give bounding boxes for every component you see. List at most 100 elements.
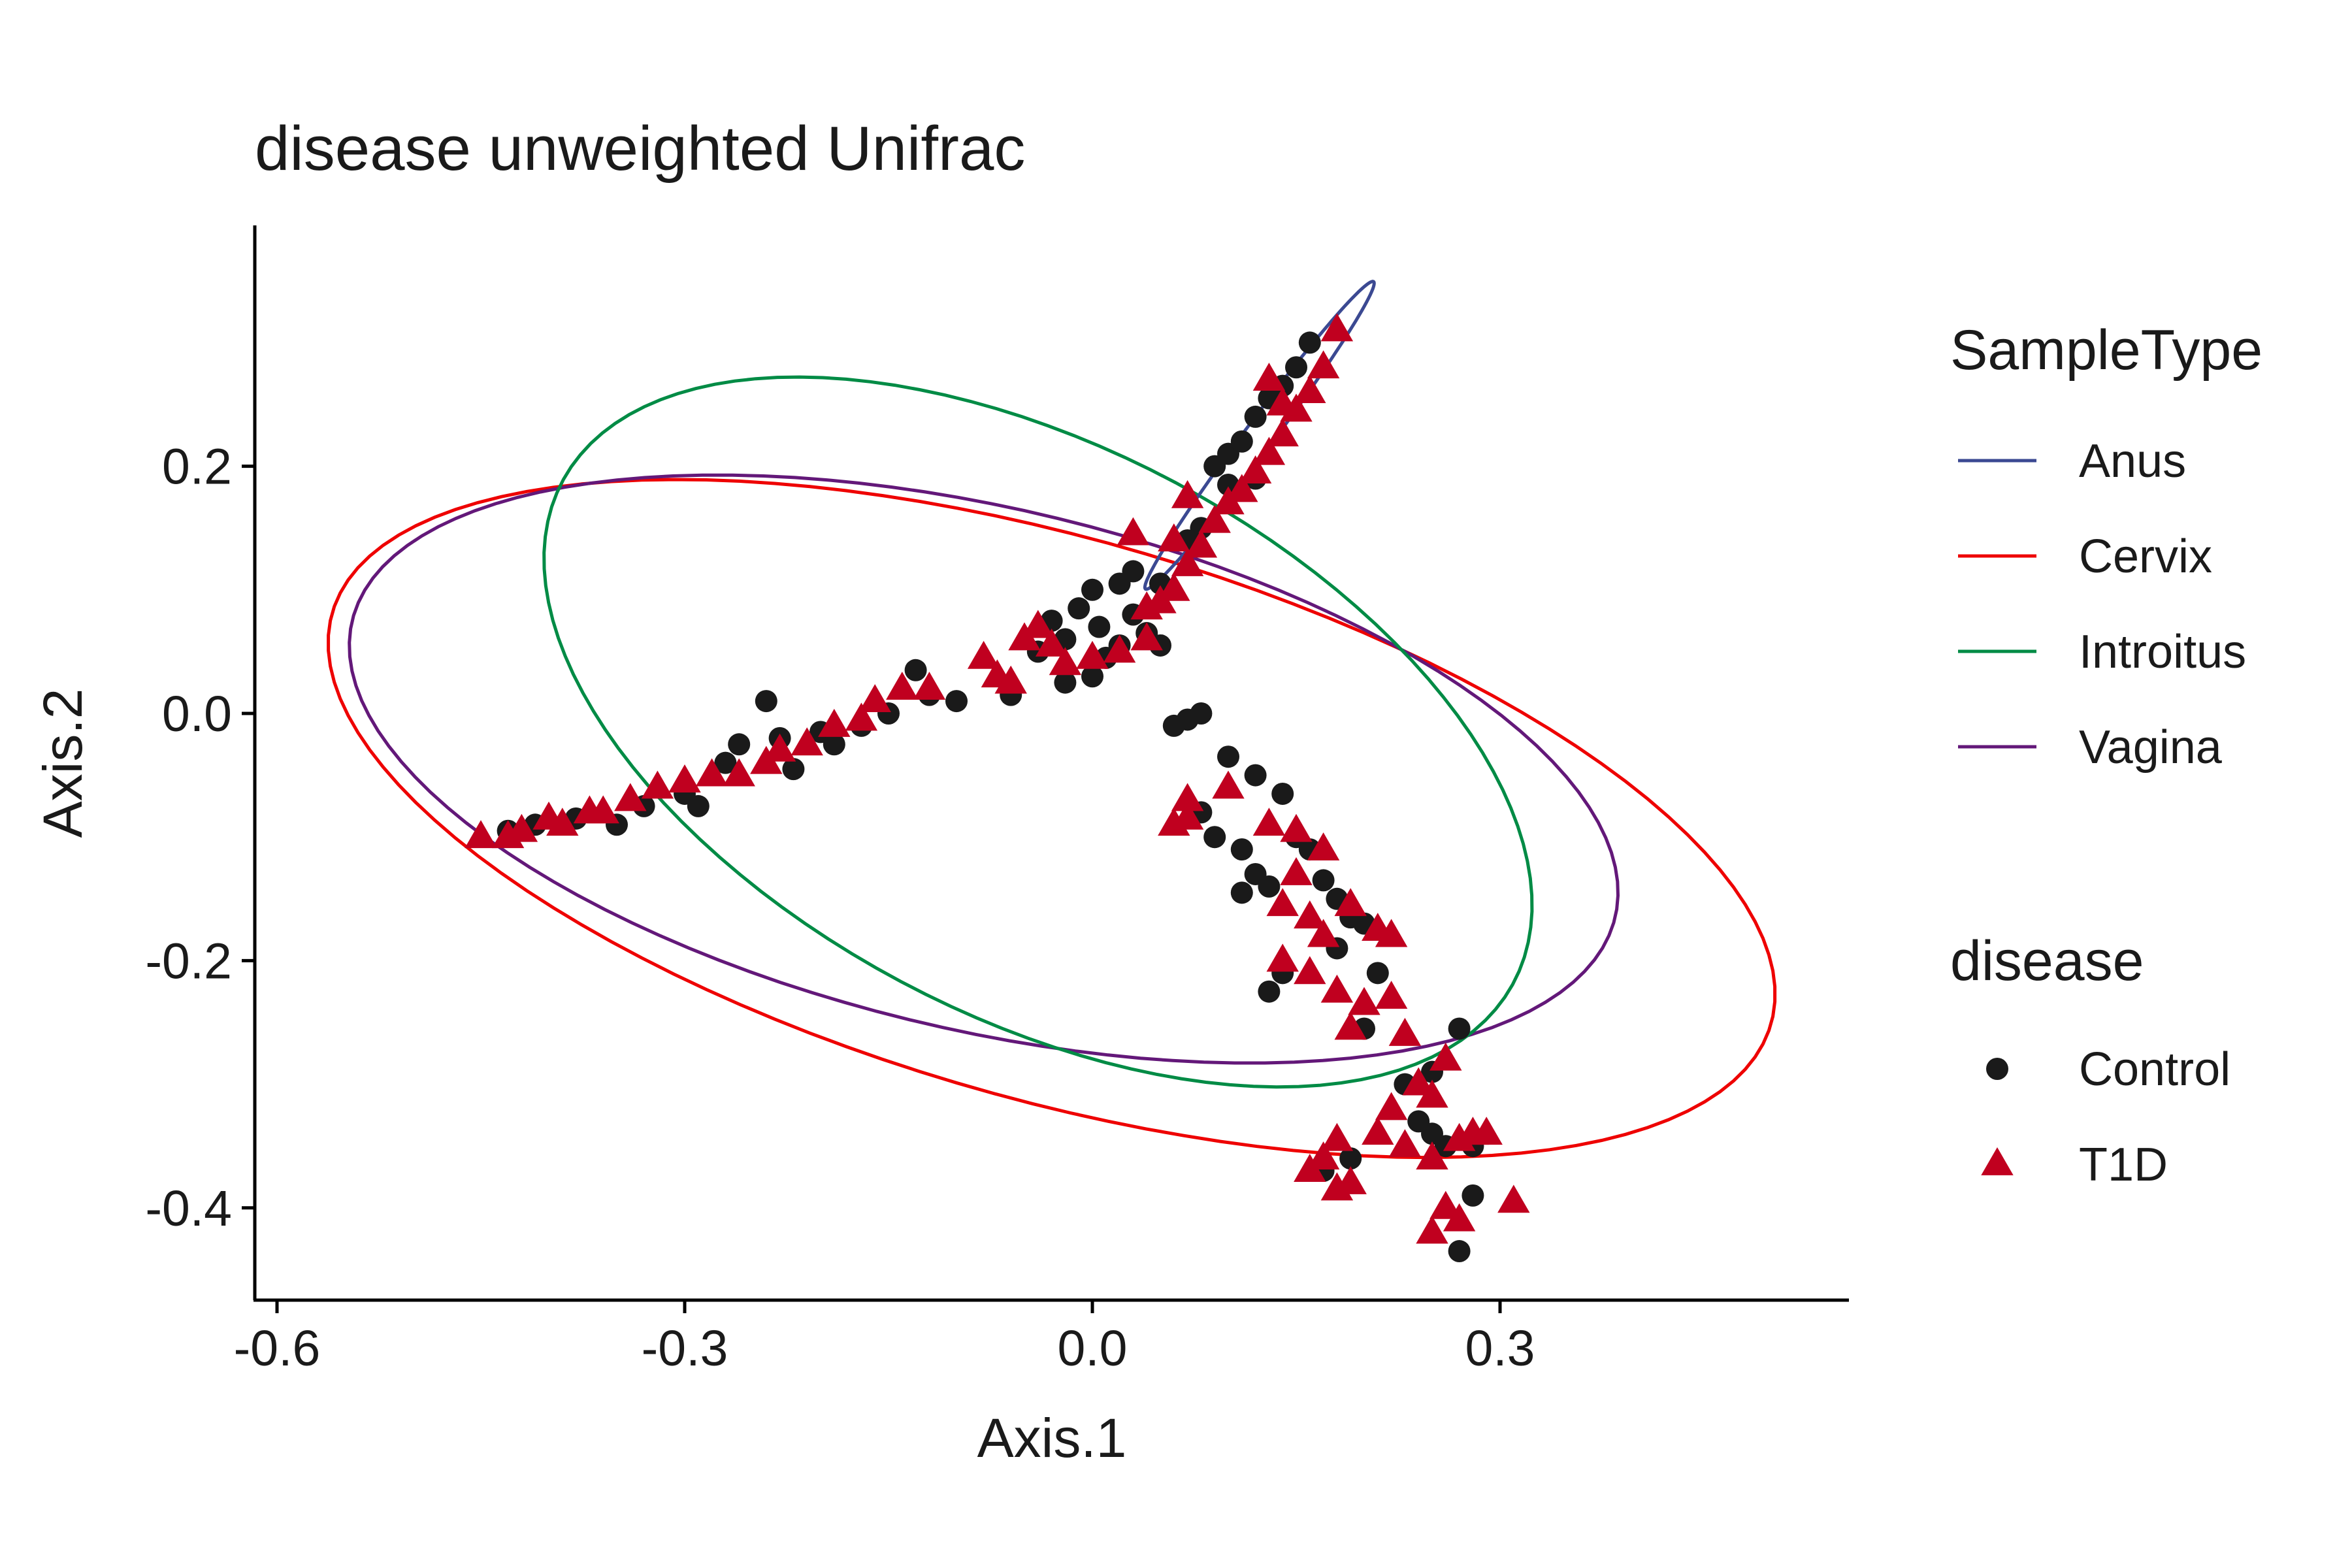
point-control (1312, 869, 1335, 892)
legend-sampletype: SampleType Anus Cervix Introitus Vagina (1950, 319, 2262, 774)
x-tick-label: -0.6 (234, 1320, 321, 1377)
point-t1d (1117, 517, 1150, 546)
x-axis-label: Axis.1 (977, 1407, 1127, 1469)
point-t1d (1266, 943, 1299, 972)
point-control (1068, 597, 1090, 620)
point-t1d (1307, 1141, 1340, 1170)
point-control (1448, 1017, 1471, 1040)
point-t1d (1239, 455, 1272, 483)
point-t1d (1334, 1166, 1367, 1194)
point-t1d (1362, 1117, 1394, 1145)
point-control (823, 733, 845, 756)
point-t1d (1443, 1203, 1476, 1232)
point-t1d (1171, 547, 1204, 576)
point-control (1285, 356, 1307, 379)
point-t1d (1158, 523, 1190, 552)
point-t1d (465, 820, 497, 849)
point-control (1217, 745, 1239, 768)
point-control (1230, 838, 1253, 861)
point-control (1244, 764, 1267, 787)
legend-label: Control (2079, 1043, 2230, 1096)
point-t1d (1184, 529, 1218, 558)
legend-key-t1d (1981, 1147, 2014, 1175)
point-t1d (1266, 888, 1299, 917)
point-layer (465, 313, 1530, 1263)
point-t1d (967, 640, 1000, 669)
point-t1d (1280, 813, 1313, 842)
point-t1d (1416, 1141, 1448, 1170)
x-tick-label: -0.3 (642, 1320, 728, 1377)
point-t1d (1171, 783, 1204, 811)
point-t1d (641, 770, 674, 799)
point-t1d (1470, 1117, 1503, 1145)
point-control (1203, 826, 1226, 849)
point-control (1230, 881, 1253, 904)
point-t1d (994, 665, 1027, 694)
x-axis-ticks: -0.6 -0.3 0.0 0.3 (234, 1300, 1535, 1377)
point-control (755, 690, 777, 713)
point-control (1448, 1240, 1471, 1263)
point-t1d (1375, 919, 1408, 947)
point-t1d (695, 758, 728, 787)
point-t1d (1375, 981, 1408, 1009)
point-t1d (1497, 1184, 1530, 1213)
x-tick-label: 0.0 (1057, 1320, 1127, 1377)
point-t1d (668, 764, 701, 792)
chart-title: disease unweighted Unifrac (255, 114, 1025, 184)
point-t1d (1171, 480, 1204, 508)
y-axis-label: Axis.2 (32, 689, 93, 838)
point-t1d (546, 808, 579, 836)
legend-key-control (1986, 1058, 2008, 1080)
point-t1d (1226, 474, 1258, 502)
point-t1d (1130, 622, 1163, 651)
point-t1d (1334, 1011, 1367, 1040)
legend-disease: disease Control T1D (1950, 930, 2230, 1191)
point-control (1088, 615, 1111, 638)
point-control (782, 758, 805, 781)
point-t1d (1402, 1067, 1435, 1096)
point-control (1054, 671, 1077, 694)
legend-label: Vagina (2079, 721, 2223, 774)
point-t1d (1307, 919, 1340, 947)
point-control (1081, 665, 1103, 688)
point-t1d (1198, 504, 1231, 533)
ellipse-layer (327, 280, 1777, 1160)
point-t1d (1307, 350, 1340, 379)
point-control (714, 751, 737, 774)
point-t1d (1388, 1017, 1422, 1046)
point-t1d (1294, 375, 1326, 403)
point-t1d (1320, 974, 1354, 1003)
point-t1d (1252, 363, 1286, 391)
point-t1d (1252, 436, 1286, 465)
point-t1d (1334, 888, 1367, 917)
point-t1d (818, 708, 851, 737)
legend-label: Cervix (2079, 531, 2212, 583)
legend-title: SampleType (1950, 319, 2262, 382)
point-t1d (1035, 628, 1068, 657)
ellipse-introitus (542, 375, 1534, 1089)
x-tick-label: 0.3 (1465, 1320, 1535, 1377)
point-t1d (1375, 1092, 1408, 1120)
legend-title: disease (1950, 930, 2144, 992)
point-t1d (1429, 1042, 1462, 1071)
point-t1d (1266, 418, 1299, 447)
point-t1d (587, 795, 619, 824)
point-control (1258, 875, 1281, 898)
point-control (1122, 560, 1145, 583)
point-control (1081, 578, 1103, 601)
point-t1d (845, 702, 878, 731)
ellipse-vagina (348, 473, 1620, 1065)
point-t1d (1252, 808, 1286, 836)
point-t1d (1049, 647, 1082, 676)
point-t1d (1294, 956, 1326, 985)
point-t1d (1294, 1154, 1326, 1182)
point-t1d (1388, 1129, 1422, 1158)
point-t1d (791, 727, 823, 756)
point-control (1366, 962, 1389, 985)
point-control (728, 733, 751, 756)
point-t1d (1158, 572, 1190, 601)
point-control (1298, 331, 1321, 354)
point-t1d (1416, 1079, 1448, 1108)
point-control (1271, 782, 1294, 805)
y-tick-label: -0.4 (145, 1181, 232, 1237)
